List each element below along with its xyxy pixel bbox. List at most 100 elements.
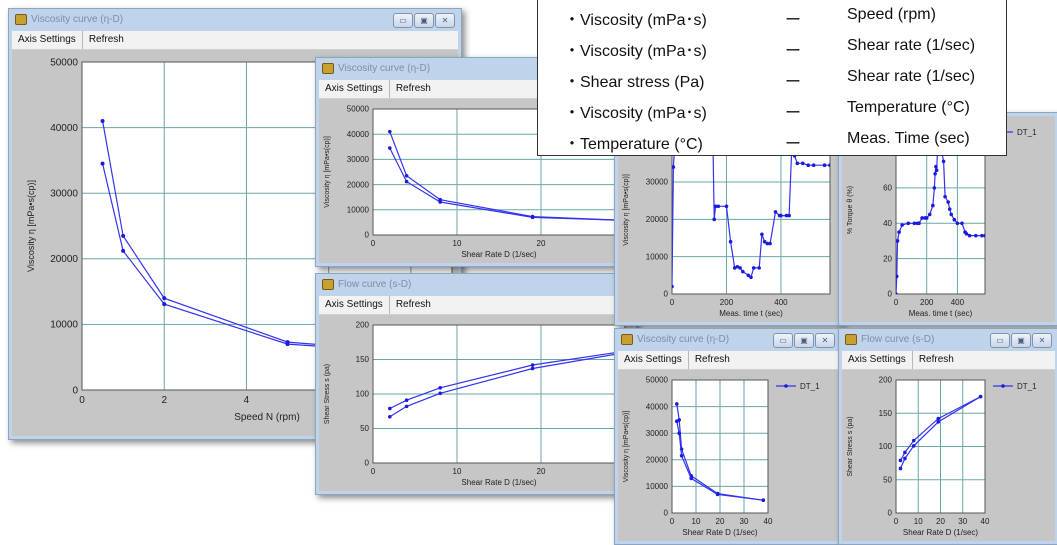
refresh-menu[interactable]: Refresh <box>687 351 736 369</box>
y-axis-label: Viscosity η [mPa•s(cp)] <box>623 174 630 246</box>
data-point <box>768 241 772 246</box>
data-point <box>735 264 740 269</box>
y-tick-label: 20000 <box>50 254 78 265</box>
refresh-menu[interactable]: Refresh <box>388 296 437 314</box>
maximize-button[interactable]: ▣ <box>794 333 814 348</box>
data-point <box>896 292 898 294</box>
x-tick-label: 40 <box>981 517 990 526</box>
data-point <box>388 146 392 150</box>
close-button[interactable]: ✕ <box>815 333 835 348</box>
axis-settings-menu[interactable]: Axis Settings <box>325 83 383 94</box>
refresh-menu[interactable]: Refresh <box>911 351 960 369</box>
data-point <box>800 161 805 166</box>
y-tick-label: 200 <box>879 376 893 385</box>
axis-settings-menu[interactable]: Axis Settings <box>848 354 906 365</box>
close-button[interactable]: ✕ <box>435 13 455 28</box>
y-tick-label: 30000 <box>646 429 669 438</box>
x-tick-label: 200 <box>920 298 934 307</box>
data-point <box>749 275 753 279</box>
y-tick-label: 0 <box>365 459 370 468</box>
y-tick-label: 40 <box>883 219 892 228</box>
list-row-dash: ー <box>785 136 802 153</box>
x-axis-label: Meas. time t (sec) <box>719 309 783 318</box>
data-point <box>897 230 901 234</box>
window-title: Flow curve (s-D) <box>338 279 412 290</box>
y-tick-label: 20000 <box>646 455 669 464</box>
y-tick-label: 0 <box>664 290 669 299</box>
axis-settings-menu[interactable]: Axis Settings <box>624 354 682 365</box>
data-point <box>949 212 954 217</box>
list-row-dash: ー <box>785 43 802 60</box>
menu-bar: Axis Settings Refresh <box>319 296 633 315</box>
x-tick-label: 4 <box>244 395 250 406</box>
list-row-x: Shear rate (1/sec) <box>847 37 976 54</box>
list-row: ・Shear stress (Pa) ー Shear rate (1/sec) <box>538 62 1006 94</box>
data-point <box>285 342 290 347</box>
maximize-button[interactable]: ▣ <box>414 13 434 28</box>
data-point <box>741 269 745 274</box>
title-bar[interactable]: Flow curve (s-D) ▭ ▣ ✕ <box>839 329 1057 351</box>
list-row-x: Shear rate (1/sec) <box>847 68 976 85</box>
x-tick-label: 40 <box>764 517 773 526</box>
x-tick-label: 0 <box>79 395 85 406</box>
legend-label: DT_1 <box>1017 128 1037 137</box>
axis-settings-menu[interactable]: Axis Settings <box>325 299 383 310</box>
menu-bar: Axis Settings Refresh <box>12 31 458 50</box>
data-point <box>946 200 950 204</box>
y-tick-label: 50000 <box>347 105 370 114</box>
plot-area: 0102030050100150200Shear Rate D (1/sec)S… <box>319 315 633 491</box>
y-tick-label: 50 <box>883 475 892 484</box>
data-point <box>952 217 957 222</box>
data-point <box>438 200 442 204</box>
x-axis-label: Speed N (rpm) <box>234 412 300 423</box>
axis-settings-menu[interactable]: Axis Settings <box>18 34 76 45</box>
data-point <box>978 394 983 399</box>
title-bar[interactable]: Viscosity curve (η-D) <box>316 58 636 80</box>
data-point <box>917 221 921 226</box>
data-point <box>943 194 947 199</box>
data-point <box>947 207 952 211</box>
maximize-button[interactable]: ▣ <box>1011 333 1031 348</box>
minimize-button[interactable]: ▭ <box>990 333 1010 348</box>
data-point <box>932 186 937 190</box>
y-tick-label: 60 <box>883 184 892 193</box>
y-tick-label: 30000 <box>646 178 669 187</box>
legend-marker <box>1001 384 1005 388</box>
window-flow-curve[interactable]: Flow curve (s-D) Axis Settings Refresh 0 1… <box>315 273 637 495</box>
title-bar[interactable]: Flow curve (s-D) <box>316 274 636 296</box>
x-tick-label: 10 <box>453 239 462 248</box>
window-flow-curve-small[interactable]: Flow curve (s-D) ▭ ▣ ✕ Axis Settings Refr… <box>838 328 1057 545</box>
close-button[interactable]: ✕ <box>1032 333 1052 348</box>
minimize-button[interactable]: ▭ <box>393 13 413 28</box>
series-group <box>675 402 765 503</box>
window-viscosity-curve-small[interactable]: Viscosity curve (η-D) ▭ ▣ ✕ Axis Setting… <box>614 328 842 545</box>
title-bar[interactable]: Viscosity curve (η-D) ▭ ▣ ✕ <box>9 9 461 31</box>
y-tick-label: 150 <box>879 409 893 418</box>
data-point <box>672 165 676 169</box>
data-point <box>404 398 409 403</box>
y-tick-label: 50 <box>360 424 369 433</box>
data-point <box>530 366 535 371</box>
x-axis-label: Shear Rate D (1/sec) <box>461 478 536 487</box>
y-tick-label: 40000 <box>347 130 370 139</box>
title-bar[interactable]: Viscosity curve (η-D) ▭ ▣ ✕ <box>615 329 841 351</box>
data-point <box>761 498 765 503</box>
data-point <box>760 232 764 237</box>
data-point <box>100 161 105 166</box>
list-row: ・Viscosity (mPa･s) ー Speed (rpm) <box>538 0 1006 32</box>
data-point <box>787 213 791 218</box>
y-tick-label: 10000 <box>646 482 669 491</box>
data-point <box>822 163 827 167</box>
data-point <box>795 161 800 166</box>
refresh-menu[interactable]: Refresh <box>81 31 130 49</box>
data-point <box>751 266 756 270</box>
data-point <box>806 163 811 167</box>
data-point <box>828 163 830 167</box>
data-point <box>933 171 937 176</box>
data-point <box>900 223 904 227</box>
app-icon <box>322 63 334 74</box>
data-point <box>973 233 978 238</box>
plot-area: 0 10 20 30 40 0 10000 20000 30000 40000 50000 Shear… <box>618 370 838 541</box>
minimize-button[interactable]: ▭ <box>773 333 793 348</box>
refresh-menu[interactable]: Refresh <box>388 80 437 98</box>
